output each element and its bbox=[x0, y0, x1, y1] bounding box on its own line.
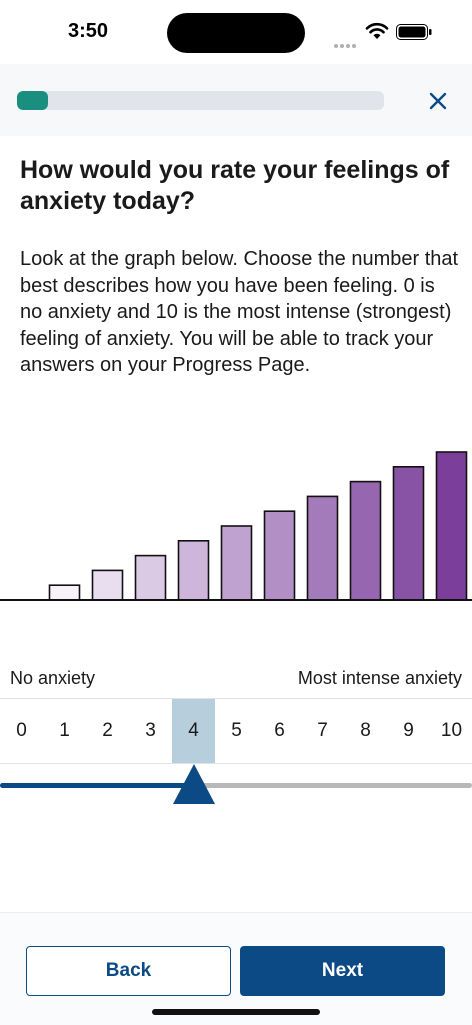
scale-option-3[interactable]: 3 bbox=[145, 720, 156, 741]
no-anxiety-label: No anxiety bbox=[10, 668, 96, 688]
question-title: How would you rate your feelings of anxi… bbox=[20, 156, 450, 215]
battery-icon bbox=[396, 24, 432, 40]
status-time: 3:50 bbox=[68, 20, 109, 42]
scale-option-10[interactable]: 10 bbox=[440, 720, 463, 741]
scale-option-6[interactable]: 6 bbox=[274, 720, 285, 741]
wifi-icon bbox=[365, 22, 389, 39]
slider-rail bbox=[0, 783, 472, 788]
graph-bar-6 bbox=[263, 510, 296, 601]
signal-icon bbox=[334, 30, 360, 48]
progress-fill bbox=[17, 91, 49, 110]
close-button[interactable] bbox=[424, 87, 452, 115]
home-indicator bbox=[152, 1009, 320, 1015]
graph-bar-3 bbox=[134, 554, 167, 601]
dynamic-island bbox=[167, 13, 305, 53]
scale-option-5[interactable]: 5 bbox=[231, 720, 242, 741]
scale-option-7[interactable]: 7 bbox=[317, 720, 328, 741]
close-icon bbox=[429, 92, 447, 110]
instructions-text: Look at the graph below. Choose the numb… bbox=[20, 248, 459, 376]
most-intense-anxiety-label: Most intense anxiety bbox=[297, 668, 462, 688]
rating-scale: 0 1 2 3 4 5 6 7 8 9 10 bbox=[0, 698, 472, 764]
scale-option-8[interactable]: 8 bbox=[360, 720, 371, 741]
graph-bar-5 bbox=[220, 525, 253, 601]
status-bar: 3:50 bbox=[0, 0, 472, 64]
graph-bar-4 bbox=[177, 540, 210, 601]
graph-bar-1 bbox=[48, 584, 81, 601]
rating-slider[interactable] bbox=[0, 760, 472, 810]
slider-filled-track bbox=[0, 783, 194, 788]
back-button[interactable]: Back bbox=[26, 946, 231, 996]
progress-bar bbox=[17, 91, 384, 110]
scale-option-9[interactable]: 9 bbox=[403, 720, 414, 741]
graph-bar-9 bbox=[392, 465, 425, 601]
graph-bar-7 bbox=[306, 495, 339, 601]
graph-bar-2 bbox=[91, 569, 124, 601]
anxiety-graph bbox=[0, 451, 472, 601]
scale-option-2[interactable]: 2 bbox=[102, 720, 113, 741]
graph-bar-8 bbox=[349, 480, 382, 601]
slider-thumb[interactable] bbox=[172, 762, 216, 804]
scale-option-1[interactable]: 1 bbox=[59, 720, 70, 741]
next-button[interactable]: Next bbox=[240, 946, 445, 996]
scale-option-4[interactable]: 4 bbox=[172, 699, 215, 763]
scale-option-0[interactable]: 0 bbox=[16, 720, 27, 741]
graph-bar-10 bbox=[435, 451, 468, 601]
